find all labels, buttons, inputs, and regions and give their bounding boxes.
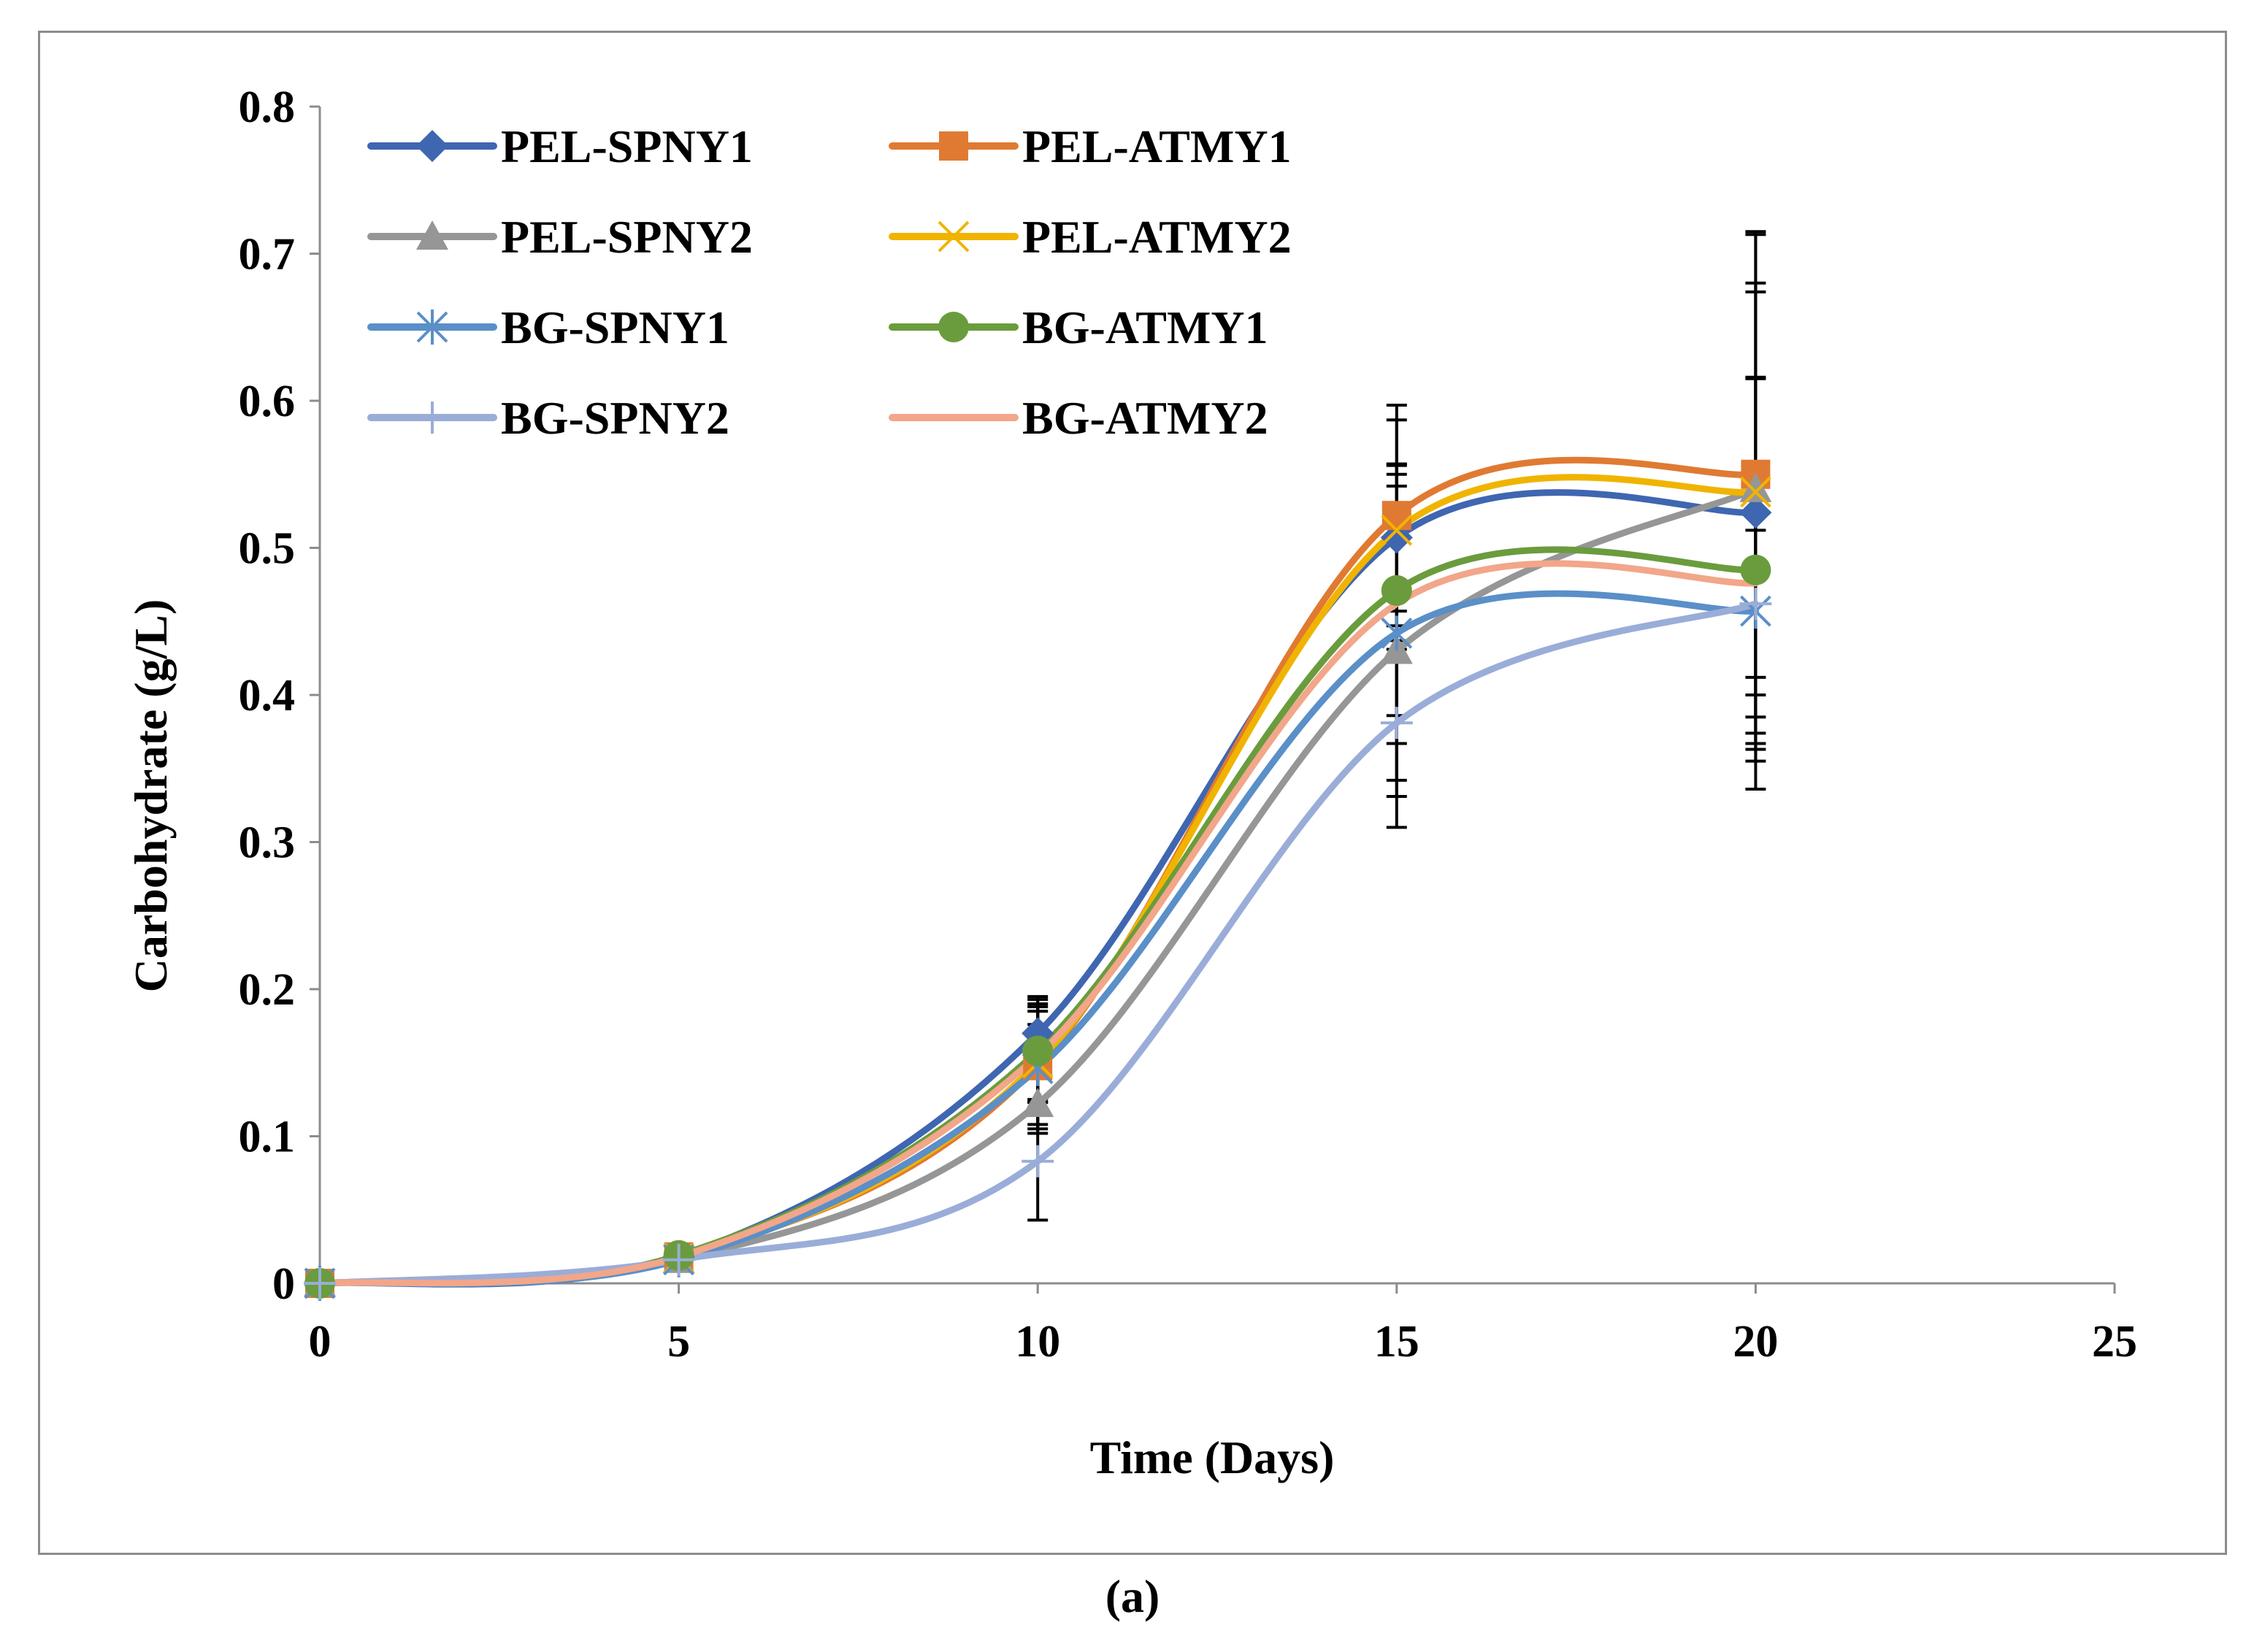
data-point-bg-spny2: [1022, 1145, 1054, 1177]
data-point-bg-atmy1: [1381, 575, 1412, 606]
legend-item-bg-spny1: BG-SPNY1: [367, 301, 729, 353]
legend-item-pel-atmy2: PEL-ATMY2: [889, 211, 1292, 263]
x-tick-label: 20: [1733, 1317, 1778, 1367]
marker-stroke: [938, 220, 970, 253]
data-point-bg-spny2: [1739, 588, 1772, 621]
legend-label: PEL-ATMY2: [1022, 211, 1292, 263]
y-tick-label: 0.7: [239, 230, 296, 280]
x-tick-label: 5: [667, 1317, 690, 1367]
y-axis-title: Carbohydrate (g/L): [125, 599, 177, 993]
marker-stroke: [1381, 514, 1413, 546]
y-tick-label: 0.5: [239, 524, 296, 574]
legend-marker: [416, 402, 448, 434]
data-markers: [304, 459, 1772, 1301]
y-tick-label: 0.8: [239, 82, 296, 132]
legend-item-pel-spny2: PEL-SPNY2: [367, 211, 753, 263]
legend-label: BG-SPNY2: [501, 392, 729, 444]
legend-item-pel-atmy1: PEL-ATMY1: [889, 120, 1292, 172]
data-point-bg-atmy1: [1022, 1035, 1054, 1067]
legend: PEL-SPNY1 PEL-ATMY1 PEL-SPNY2 PEL-ATMY2 BG-S…: [367, 120, 1292, 444]
legend-item-bg-spny2: BG-SPNY2: [367, 392, 729, 444]
legend-label: PEL-SPNY1: [501, 120, 753, 172]
legend-item-bg-atmy2: BG-ATMY2: [889, 392, 1268, 444]
data-point-bg-atmy1: [1740, 554, 1771, 585]
data-point-pel-atmy2: [1381, 514, 1413, 546]
data-point-pel-spny2: [1022, 1088, 1054, 1118]
legend-marker: [938, 312, 969, 342]
legend-label: PEL-SPNY2: [501, 211, 753, 263]
y-tick-label: 0.1: [239, 1113, 296, 1162]
x-tick-label: 15: [1374, 1317, 1419, 1367]
data-point-pel-spny2: [1739, 472, 1772, 502]
legend-label: BG-ATMY2: [1022, 392, 1268, 444]
series-lines: [316, 456, 1759, 1288]
legend-marker: [938, 220, 970, 253]
legend-label: BG-ATMY1: [1022, 301, 1268, 353]
y-tick-label: 0.6: [239, 377, 296, 426]
data-point-bg-spny2: [1380, 707, 1413, 739]
marker-stroke: [1739, 476, 1771, 508]
data-point-bg-spny2: [304, 1267, 336, 1299]
legend-item-pel-spny1: PEL-SPNY1: [367, 120, 753, 172]
legend-marker: [416, 310, 448, 345]
legend-marker: [939, 131, 968, 161]
y-tick-label: 0.3: [239, 818, 296, 868]
y-tick-label: 0.2: [239, 965, 296, 1015]
series-line-bg-atmy2: [316, 560, 1759, 1287]
x-tick-label: 0: [309, 1317, 331, 1367]
y-tick-label: 0.4: [239, 671, 296, 721]
legend-marker: [416, 130, 448, 162]
x-axis-title: Time (Days): [1090, 1432, 1335, 1483]
axes: 0 5 10 15 20 25 0 0.1 0.2 0.3 0.4 0.5 0.6 0.7 0.8: [239, 82, 2138, 1367]
figure-caption: (a): [1105, 1570, 1160, 1622]
x-tick-label: 10: [1015, 1317, 1060, 1367]
data-point-bg-spny2: [662, 1243, 695, 1276]
legend-marker: [416, 220, 448, 250]
chart-frame: [38, 31, 2227, 1555]
legend-label: PEL-ATMY1: [1022, 120, 1292, 172]
legend-item-bg-atmy1: BG-ATMY1: [889, 301, 1268, 353]
data-point-pel-atmy2: [1739, 476, 1771, 508]
data-point-bg-spny1: [1381, 615, 1413, 651]
series-line-bg-spny2: [316, 600, 1759, 1287]
y-tick-label: 0: [272, 1259, 295, 1309]
data-point-pel-atmy1: [1381, 501, 1411, 531]
x-tick-label: 25: [2092, 1317, 2137, 1367]
data-point-pel-spny1: [1739, 496, 1772, 529]
legend-label: BG-SPNY1: [501, 301, 729, 353]
